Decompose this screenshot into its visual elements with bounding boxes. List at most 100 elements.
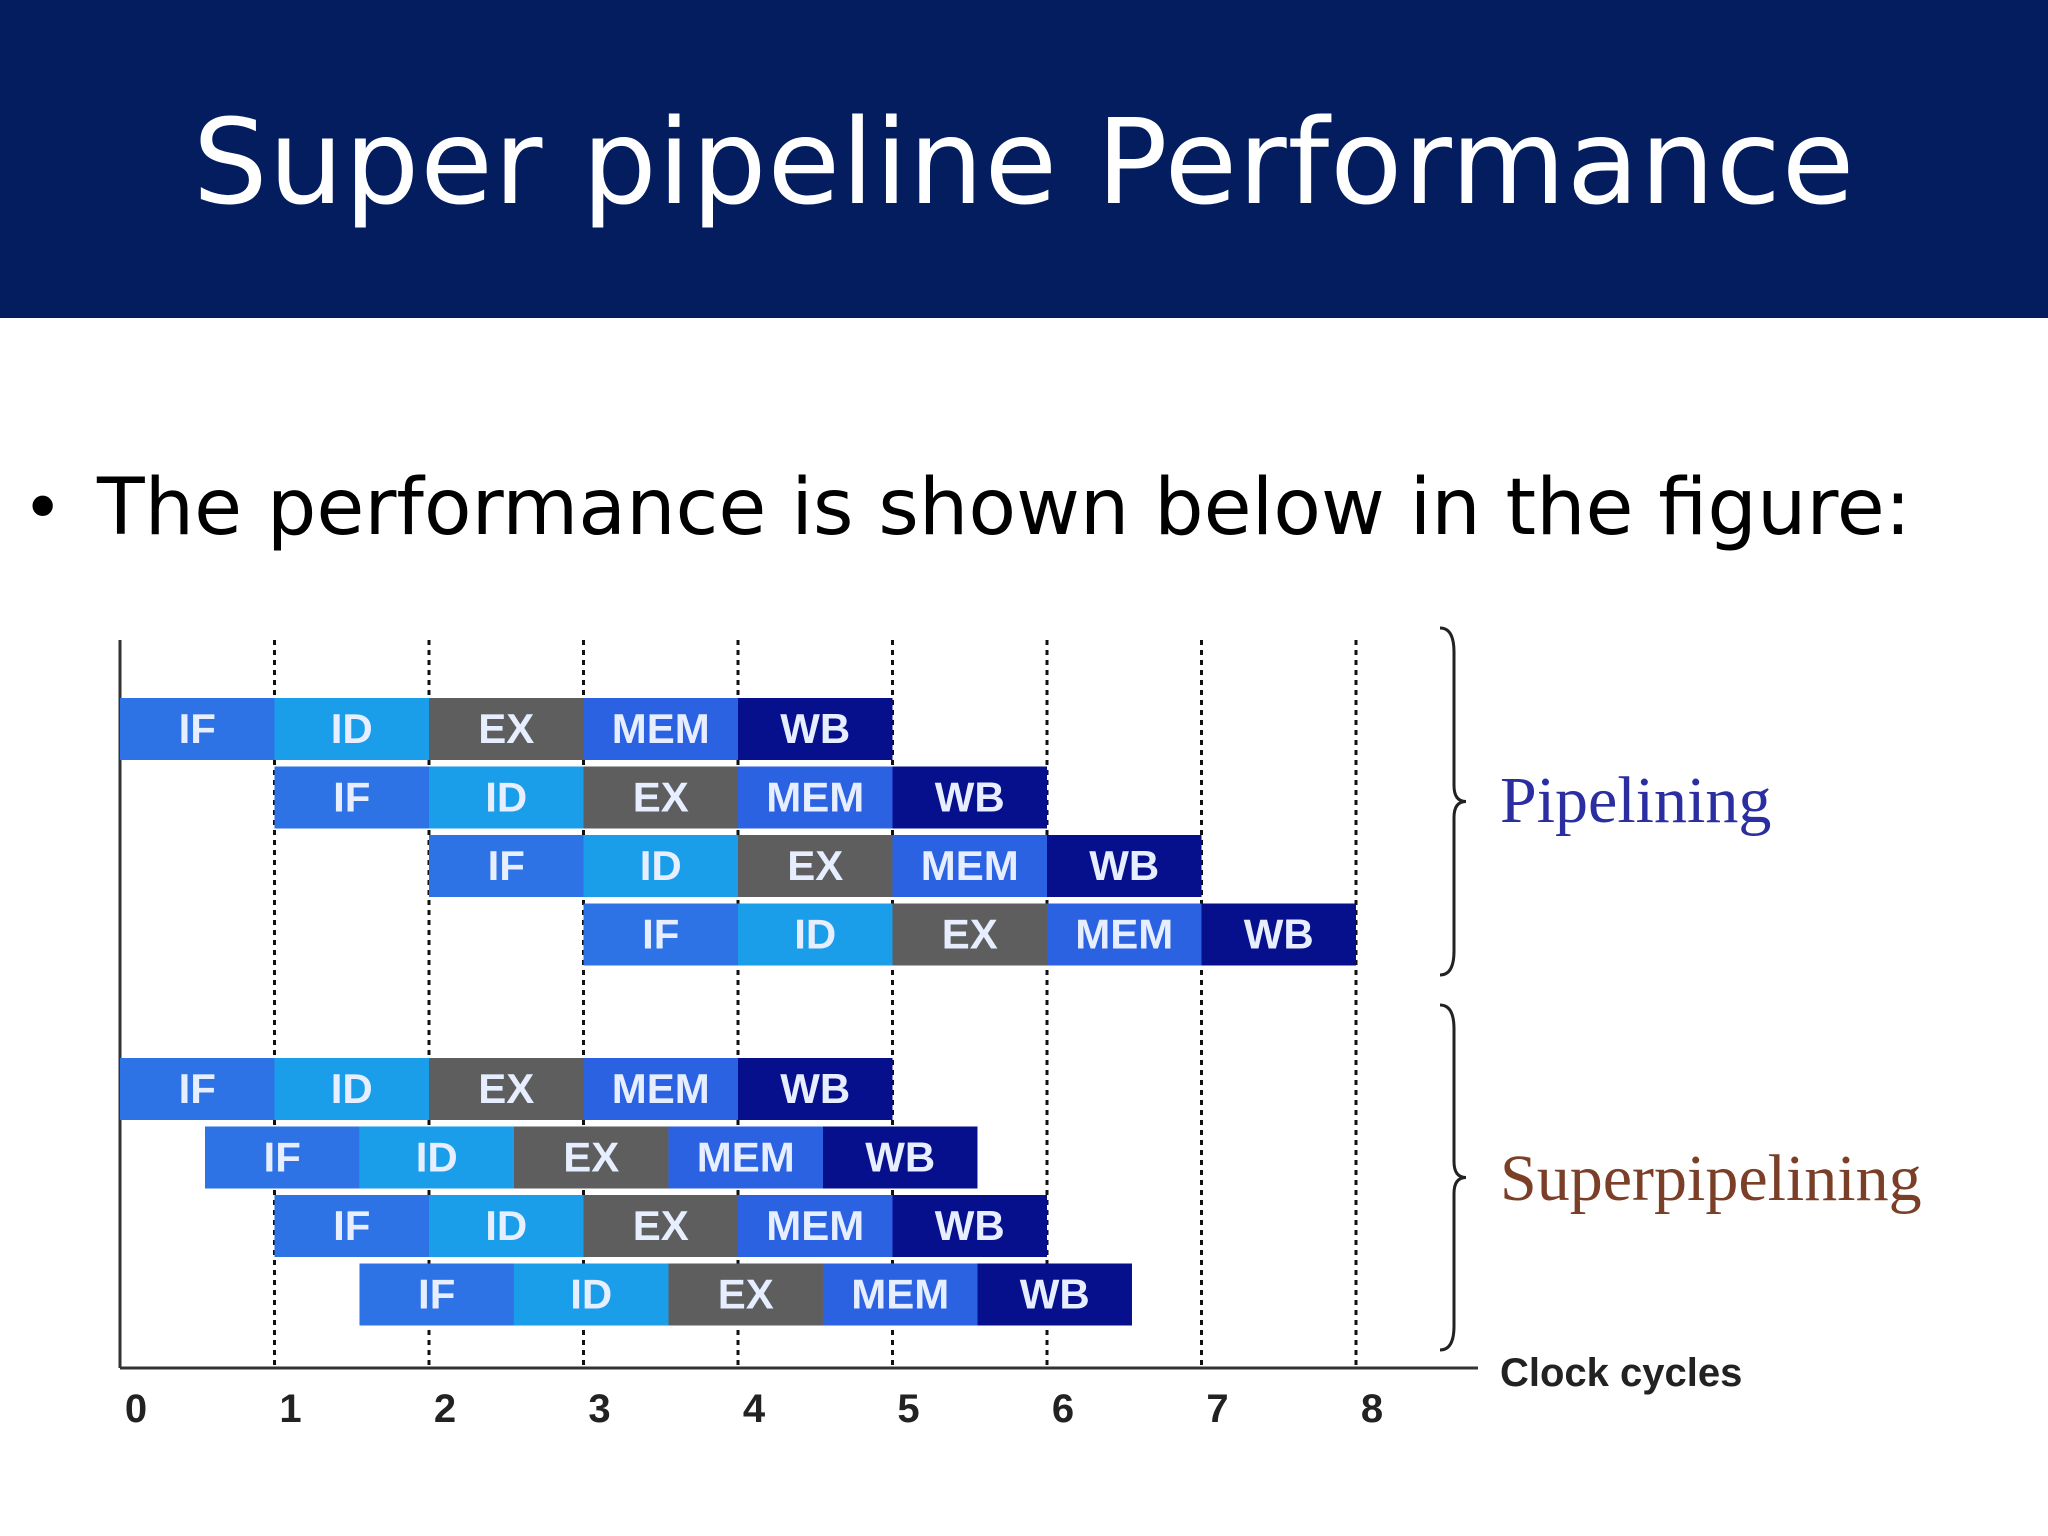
stage-label-id: ID	[485, 1202, 527, 1249]
x-tick-label: 3	[588, 1387, 610, 1431]
pipelining-brace	[1439, 626, 1467, 977]
stage-label-wb: WB	[1020, 1271, 1090, 1318]
stage-bar-id	[274, 1058, 429, 1120]
stage-bar-mem	[822, 1263, 978, 1326]
stage-label-ex: EX	[633, 1202, 689, 1249]
stage-label-mem: MEM	[851, 1271, 949, 1318]
stage-label-wb: WB	[935, 1202, 1005, 1249]
stage-bar-wb	[822, 1126, 978, 1189]
stage-bar-ex	[738, 835, 893, 897]
stage-label-if: IF	[179, 705, 216, 752]
x-tick-label: 1	[279, 1387, 301, 1431]
stage-bar-if	[583, 903, 738, 966]
stage-label-wb: WB	[1089, 842, 1159, 889]
stage-bar-if	[204, 1126, 360, 1189]
stage-bar-ex	[668, 1263, 823, 1326]
stage-bar-id	[513, 1263, 669, 1326]
stage-label-mem: MEM	[612, 1065, 710, 1112]
stage-label-id: ID	[570, 1271, 612, 1318]
stage-bar-id	[274, 698, 429, 760]
stage-bar-id	[738, 903, 893, 966]
stage-bar-id	[429, 766, 584, 829]
stage-bar-wb	[892, 1195, 1047, 1257]
stage-label-ex: EX	[633, 774, 689, 821]
stage-label-if: IF	[333, 774, 370, 821]
stage-bar-if	[274, 1195, 429, 1257]
stage-label-if: IF	[179, 1065, 216, 1112]
stage-label-ex: EX	[718, 1271, 774, 1318]
stage-bar-id	[359, 1126, 514, 1189]
stage-label-wb: WB	[865, 1134, 935, 1181]
x-tick-label: 5	[897, 1387, 919, 1431]
x-tick-label: 4	[743, 1387, 766, 1431]
stage-bar-id	[583, 835, 738, 897]
stage-bar-ex	[429, 698, 584, 760]
stage-label-if: IF	[418, 1271, 455, 1318]
stage-label-id: ID	[416, 1134, 458, 1181]
stage-bar-ex	[892, 903, 1047, 966]
stage-label-wb: WB	[1244, 911, 1314, 958]
superpipelining-brace	[1439, 1003, 1467, 1352]
stage-label-id: ID	[794, 911, 836, 958]
stage-bar-mem	[738, 1195, 893, 1257]
x-tick-label: 7	[1206, 1387, 1228, 1431]
x-tick-label: 0	[125, 1387, 147, 1431]
stage-bar-ex	[583, 766, 738, 829]
stage-label-wb: WB	[935, 774, 1005, 821]
stage-bar-ex	[429, 1058, 584, 1120]
stage-label-mem: MEM	[921, 842, 1019, 889]
stage-label-if: IF	[642, 911, 679, 958]
stage-bar-wb	[977, 1263, 1132, 1326]
bullet-text: The performance is shown below in the fi…	[97, 463, 1911, 553]
x-tick-label: 8	[1361, 1387, 1383, 1431]
stage-bar-wb	[892, 766, 1047, 829]
stage-label-ex: EX	[563, 1134, 619, 1181]
x-axis-title: Clock cycles	[1500, 1351, 1742, 1395]
slide-title: Super pipeline Performance	[192, 93, 1856, 231]
stage-bar-if	[359, 1263, 514, 1326]
stage-bar-mem	[668, 1126, 823, 1189]
group-label-pipelining: Pipelining	[1500, 764, 1771, 837]
stage-label-mem: MEM	[612, 705, 710, 752]
bullet-item: • The performance is shown below in the …	[22, 458, 1911, 558]
stage-bar-mem	[1047, 903, 1202, 966]
stage-bar-if	[274, 766, 429, 829]
stage-bar-mem	[738, 766, 893, 829]
stage-bar-wb	[1201, 903, 1356, 966]
stage-bar-wb	[738, 1058, 893, 1120]
stage-bar-wb	[738, 698, 893, 760]
stage-bar-mem	[583, 698, 738, 760]
stage-label-ex: EX	[478, 705, 534, 752]
stage-bar-wb	[1047, 835, 1202, 897]
stage-bar-if	[429, 835, 584, 897]
stage-bar-mem	[583, 1058, 738, 1120]
x-tick-label: 6	[1052, 1387, 1074, 1431]
stage-label-ex: EX	[478, 1065, 534, 1112]
stage-label-id: ID	[331, 1065, 373, 1112]
stage-label-id: ID	[640, 842, 682, 889]
stage-label-ex: EX	[942, 911, 998, 958]
stage-label-if: IF	[333, 1202, 370, 1249]
stage-label-if: IF	[488, 842, 525, 889]
stage-label-id: ID	[331, 705, 373, 752]
stage-label-mem: MEM	[766, 774, 864, 821]
stage-bar-ex	[583, 1195, 738, 1257]
group-label-superpipelining: Superpipelining	[1500, 1142, 1922, 1215]
bullet-dot-icon: •	[22, 467, 64, 549]
stage-label-if: IF	[264, 1134, 301, 1181]
stage-label-id: ID	[485, 774, 527, 821]
stage-bar-id	[429, 1195, 584, 1257]
x-tick-label: 2	[434, 1387, 456, 1431]
stage-bar-if	[120, 1058, 275, 1120]
stage-bar-if	[120, 698, 275, 760]
stage-label-wb: WB	[780, 705, 850, 752]
stage-label-mem: MEM	[697, 1134, 795, 1181]
stage-label-mem: MEM	[766, 1202, 864, 1249]
stage-label-ex: EX	[787, 842, 843, 889]
stage-label-wb: WB	[780, 1065, 850, 1112]
stage-bar-mem	[892, 835, 1047, 897]
stage-label-mem: MEM	[1075, 911, 1173, 958]
slide-header	[0, 0, 2048, 318]
stage-bar-ex	[513, 1126, 669, 1189]
